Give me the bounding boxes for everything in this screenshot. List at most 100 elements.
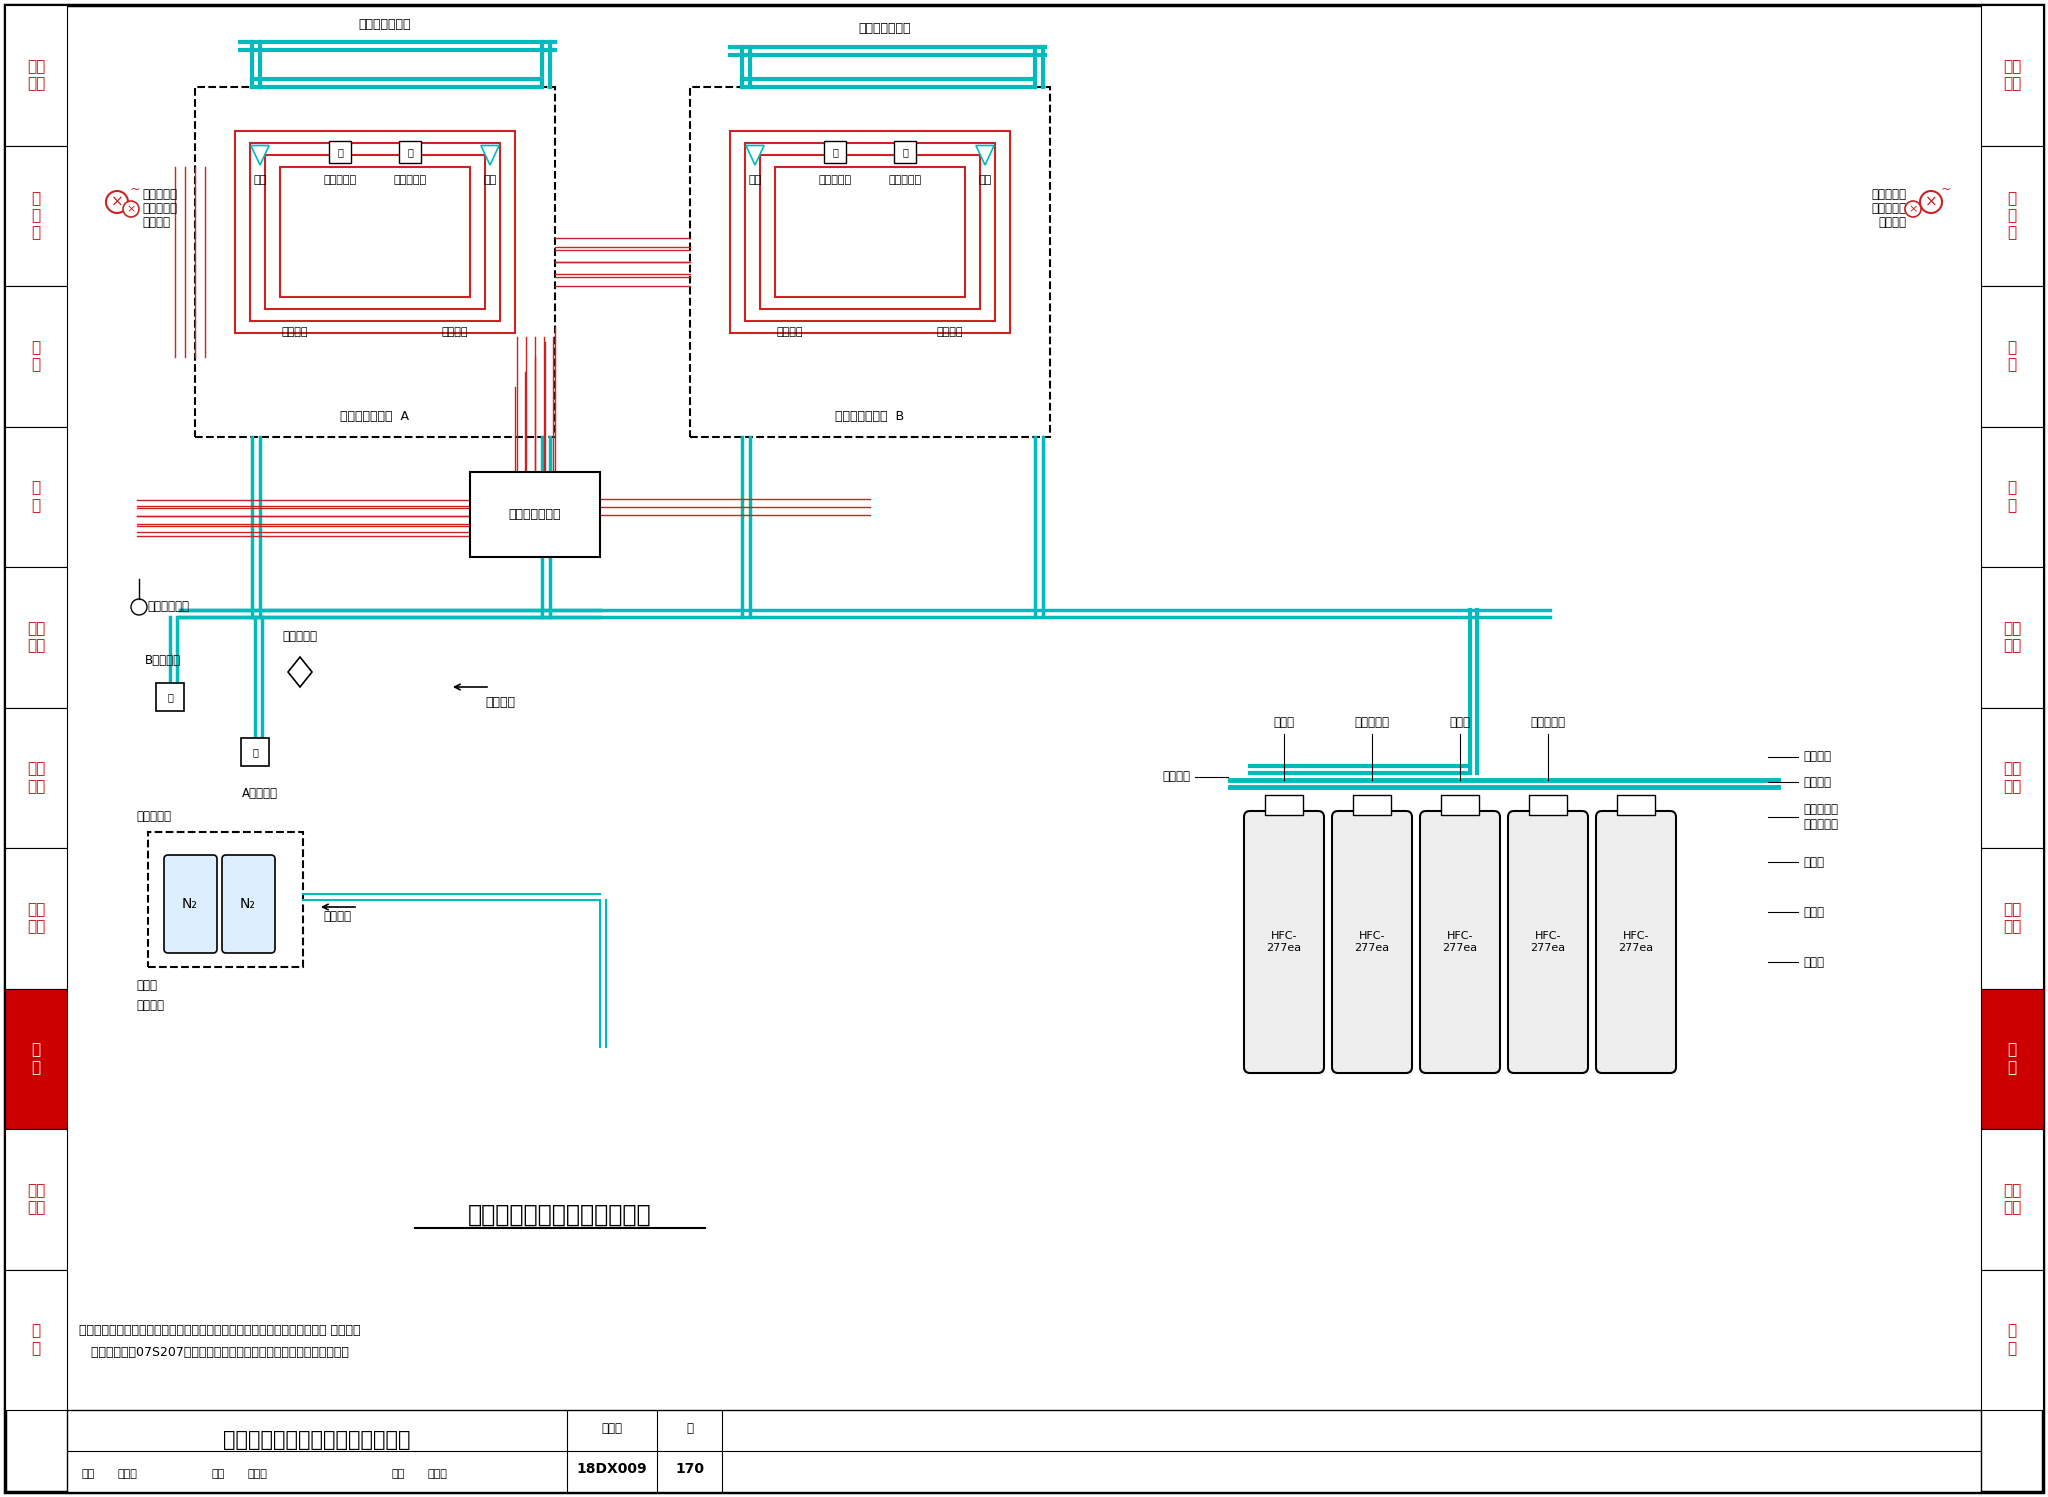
Text: 喷头: 喷头	[254, 175, 266, 186]
Text: 空气
调节: 空气 调节	[27, 903, 45, 934]
Text: 高压软管: 高压软管	[1802, 775, 1831, 789]
Text: 图集号: 图集号	[602, 1422, 623, 1434]
Text: N₂: N₂	[240, 897, 256, 912]
Bar	[250, 144, 500, 320]
Text: 联动设备: 联动设备	[936, 326, 963, 337]
Bar	[4, 1129, 68, 1269]
Bar	[4, 847, 68, 988]
Text: 接
地: 接 地	[2007, 340, 2017, 373]
Bar	[264, 156, 485, 308]
Text: 容幂阀: 容幂阀	[1802, 855, 1825, 868]
Polygon shape	[289, 657, 311, 687]
Text: 气体灭火控制器: 气体灭火控制器	[508, 507, 561, 521]
Text: 网络
布线: 网络 布线	[27, 621, 45, 654]
Text: 感烟探测器: 感烟探测器	[393, 175, 426, 186]
Text: 声光警报器: 声光警报器	[141, 189, 176, 202]
Text: ~: ~	[1942, 183, 1952, 196]
Bar	[281, 168, 469, 296]
Text: 喷头: 喷头	[748, 175, 762, 186]
Text: 感烟探测器: 感烟探测器	[819, 175, 852, 186]
Text: 焊接堵头: 焊接堵头	[1802, 750, 1831, 763]
FancyBboxPatch shape	[1419, 811, 1499, 1073]
Text: 七氟丙烷组合分配灭火系统原理图: 七氟丙烷组合分配灭火系统原理图	[223, 1430, 412, 1451]
Circle shape	[123, 201, 139, 217]
Bar	[195, 87, 555, 437]
Bar	[4, 4, 68, 145]
Text: 手动控制: 手动控制	[141, 217, 170, 229]
Text: 气体单向阀: 气体单向阀	[283, 630, 317, 644]
Text: 喷头: 喷头	[979, 175, 991, 186]
Bar	[4, 145, 68, 286]
Text: 建筑
结构: 建筑 结构	[2003, 58, 2021, 91]
Text: 储气瓶: 储气瓶	[1802, 906, 1825, 919]
Text: ×: ×	[127, 204, 135, 214]
Polygon shape	[252, 145, 268, 165]
Bar	[1266, 795, 1303, 814]
Text: 晁怀颜: 晁怀颜	[248, 1469, 266, 1479]
Text: 阀: 阀	[252, 747, 258, 757]
Text: HFC-
277ea: HFC- 277ea	[1442, 931, 1477, 952]
Circle shape	[1905, 201, 1921, 217]
Text: 电磁启动器: 电磁启动器	[135, 810, 170, 823]
Text: 手动启动器
气动启动器: 手动启动器 气动启动器	[1802, 802, 1837, 831]
Text: 烟: 烟	[831, 147, 838, 157]
Text: 烟: 烟	[408, 147, 414, 157]
Bar	[399, 141, 422, 163]
FancyBboxPatch shape	[1507, 811, 1587, 1073]
Text: 手动控制: 手动控制	[1878, 217, 1907, 229]
Bar	[1980, 708, 2044, 847]
Text: A区选择阀: A区选择阀	[242, 787, 279, 799]
Bar	[242, 738, 268, 766]
Text: 审核: 审核	[82, 1469, 96, 1479]
Text: 网络
布线: 网络 布线	[2003, 621, 2021, 654]
Text: ×: ×	[111, 195, 123, 210]
Text: 启动瓶: 启动瓶	[135, 979, 158, 993]
Bar	[4, 988, 68, 1129]
Polygon shape	[745, 145, 764, 165]
Text: 喷放指示灯: 喷放指示灯	[1872, 202, 1907, 216]
Bar	[4, 286, 68, 427]
Circle shape	[131, 599, 147, 615]
Bar	[760, 156, 981, 308]
Text: 钟景华: 钟景华	[117, 1469, 137, 1479]
Text: 消
防: 消 防	[2007, 1042, 2017, 1075]
FancyBboxPatch shape	[1243, 811, 1323, 1073]
Text: 信息机房防护区  B: 信息机房防护区 B	[836, 410, 905, 424]
Text: 低压泄漏阀: 低压泄漏阀	[1530, 716, 1565, 729]
Text: 空气
调节: 空气 调节	[2003, 903, 2021, 934]
Text: 电磁
屏蔽: 电磁 屏蔽	[27, 762, 45, 793]
Text: 安全阀: 安全阀	[1450, 716, 1470, 729]
Text: 阀: 阀	[168, 692, 172, 702]
Text: 灭火剂输送管道: 灭火剂输送管道	[358, 18, 412, 30]
Bar	[1980, 4, 2044, 145]
Text: 附
录: 附 录	[31, 1323, 41, 1356]
Bar	[4, 567, 68, 708]
Text: HFC-
277ea: HFC- 277ea	[1266, 931, 1303, 952]
Text: B区选择阀: B区选择阀	[145, 654, 180, 668]
Text: 信息机房防护区  A: 信息机房防护区 A	[340, 410, 410, 424]
Text: 感温探测器: 感温探测器	[889, 175, 922, 186]
Polygon shape	[977, 145, 993, 165]
Text: 监
控: 监 控	[31, 481, 41, 513]
Text: 启动瓶架: 启动瓶架	[135, 998, 164, 1012]
Text: ×: ×	[1925, 195, 1937, 210]
Bar	[330, 141, 350, 163]
Bar	[1980, 286, 2044, 427]
Bar	[745, 144, 995, 320]
Text: 接
地: 接 地	[31, 340, 41, 373]
Bar	[729, 132, 1010, 332]
Text: 联动设备: 联动设备	[776, 326, 803, 337]
Bar	[895, 141, 915, 163]
Bar	[147, 832, 303, 967]
Bar	[1980, 1269, 2044, 1410]
Bar	[1442, 795, 1479, 814]
Text: HFC-
277ea: HFC- 277ea	[1354, 931, 1389, 952]
Text: 喷头: 喷头	[483, 175, 496, 186]
Text: 监
控: 监 控	[2007, 481, 2017, 513]
Text: 18DX009: 18DX009	[578, 1463, 647, 1476]
Circle shape	[106, 192, 127, 213]
Bar	[156, 683, 184, 711]
FancyBboxPatch shape	[1331, 811, 1411, 1073]
Text: 连接法兰: 连接法兰	[1161, 771, 1190, 783]
Text: 自锁压力开关: 自锁压力开关	[147, 600, 188, 614]
